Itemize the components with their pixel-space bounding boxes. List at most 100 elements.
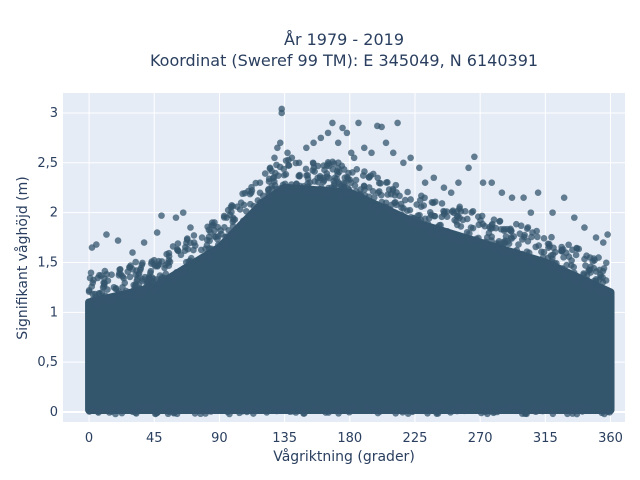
y-axis-title: Signifikant våghöjd (m) xyxy=(14,176,31,339)
scatter-point xyxy=(544,240,552,248)
scatter-point xyxy=(365,184,373,191)
scatter-point xyxy=(430,174,438,182)
scatter-point xyxy=(236,206,244,213)
scatter-point xyxy=(401,196,409,204)
scatter-point xyxy=(343,174,351,181)
scatter-point xyxy=(461,207,469,215)
scatter-point xyxy=(534,233,541,241)
scatter-point xyxy=(198,234,206,241)
scatter-point xyxy=(560,194,568,201)
scatter-point xyxy=(527,209,535,216)
scatter-point xyxy=(435,402,443,410)
y-tick-label: 0 xyxy=(50,405,58,420)
scatter-point xyxy=(325,160,333,167)
scatter-point xyxy=(147,267,155,275)
scatter-point xyxy=(507,227,515,235)
scatter-point xyxy=(485,243,492,251)
scatter-point xyxy=(93,301,100,308)
scatter-point xyxy=(505,248,513,256)
scatter-point xyxy=(184,245,192,253)
scatter-point xyxy=(583,252,590,260)
scatter-point xyxy=(471,153,478,161)
scatter-point xyxy=(177,251,185,259)
scatter-point xyxy=(114,237,122,244)
scatter-point xyxy=(440,184,448,192)
scatter-point xyxy=(360,144,368,152)
scatter-point xyxy=(499,250,506,258)
scatter-point xyxy=(336,168,343,176)
scatter-point xyxy=(120,294,127,301)
scatter-point xyxy=(329,119,336,127)
scatter-point xyxy=(604,291,611,299)
scatter-point xyxy=(384,178,391,186)
scatter-point xyxy=(210,407,218,414)
scatter-point xyxy=(602,259,610,267)
scatter-point xyxy=(346,406,353,413)
scatter-point xyxy=(524,255,531,263)
scatter-point xyxy=(208,245,215,253)
x-axis-ticks: 0 45 90 135 180 225 270 315 360 xyxy=(85,431,623,446)
scatter-point xyxy=(95,289,103,297)
scatter-point xyxy=(116,270,123,277)
scatter-point xyxy=(599,239,607,246)
scatter-point xyxy=(398,211,405,219)
scatter-point xyxy=(282,170,290,178)
scatter-point xyxy=(581,282,588,289)
scatter-point xyxy=(391,213,398,221)
scatter-point xyxy=(140,406,147,414)
scatter-point xyxy=(456,214,463,222)
scatter-point xyxy=(329,166,337,173)
scatter-point xyxy=(322,409,330,416)
scatter-point xyxy=(520,194,527,201)
scatter-point xyxy=(440,207,447,215)
scatter-point xyxy=(132,409,139,417)
scatter-point xyxy=(530,405,537,412)
scatter-point xyxy=(469,224,477,232)
scatter-point xyxy=(256,179,264,187)
scatter-point xyxy=(287,189,294,196)
scatter-point xyxy=(112,410,119,418)
scatter-point xyxy=(316,185,323,193)
scatter-point xyxy=(368,203,376,211)
scatter-point xyxy=(139,259,146,267)
scatter-point xyxy=(488,237,495,244)
scatter-point xyxy=(161,264,168,272)
scatter-point xyxy=(549,251,557,259)
scatter-point xyxy=(528,259,536,266)
scatter-point xyxy=(456,203,463,211)
scatter-point xyxy=(466,230,473,237)
y-axis-ticks: 0 0,5 1 1,5 2 2,5 3 xyxy=(37,106,58,420)
scatter-point xyxy=(256,189,264,197)
scatter-point xyxy=(582,262,589,269)
scatter-point xyxy=(274,144,281,152)
x-tick-label: 180 xyxy=(337,431,362,446)
scatter-point xyxy=(564,410,571,418)
scatter-point xyxy=(135,403,143,410)
scatter-point xyxy=(392,409,399,417)
scatter-point xyxy=(108,271,115,279)
scatter-point xyxy=(183,405,190,413)
scatter-point xyxy=(230,216,237,223)
scatter-point xyxy=(89,279,97,287)
scatter-point xyxy=(353,166,361,173)
scatter-point xyxy=(221,224,228,231)
scatter-point xyxy=(464,215,471,223)
scatter-point xyxy=(236,409,243,417)
scatter-point xyxy=(302,165,310,173)
scatter-point xyxy=(124,268,132,275)
scatter-point xyxy=(420,223,428,230)
scatter-point xyxy=(421,179,429,187)
scatter-point xyxy=(565,241,572,249)
scatter-point xyxy=(256,199,264,206)
scatter-point xyxy=(218,243,225,251)
scatter-point xyxy=(548,233,555,241)
scatter-point xyxy=(101,267,109,275)
scatter-point xyxy=(500,225,508,233)
scatter-point xyxy=(404,188,411,196)
scatter-point xyxy=(296,171,303,179)
scatter-point xyxy=(352,176,360,184)
scatter-point xyxy=(185,258,193,265)
scatter-point xyxy=(237,199,245,206)
scatter-point xyxy=(590,281,598,288)
scatter-point xyxy=(282,157,290,164)
